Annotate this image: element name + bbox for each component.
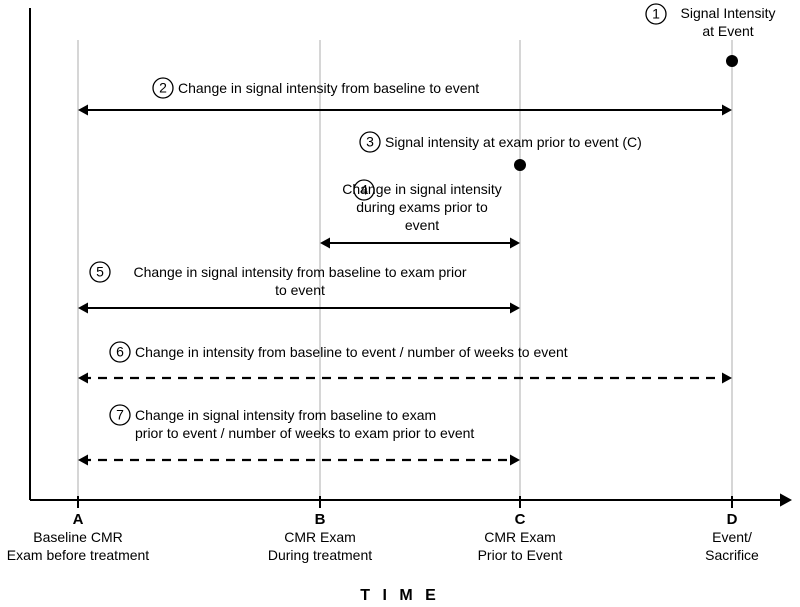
svg-text:2: 2 — [159, 80, 167, 96]
label-l1b: at Event — [702, 23, 753, 39]
point-p1 — [726, 55, 738, 67]
axis-time-label: T I M E — [360, 587, 440, 604]
label-l7a: Change in signal intensity from baseline… — [135, 407, 436, 423]
tick-letter-D: D — [727, 511, 738, 528]
tick-line1-A: Baseline CMR — [33, 529, 122, 545]
tick-line2-C: Prior to Event — [478, 547, 563, 563]
svg-text:6: 6 — [116, 344, 124, 360]
label-l2: Change in signal intensity from baseline… — [178, 80, 479, 96]
tick-line2-A: Exam before treatment — [7, 547, 150, 563]
label-l5a: Change in signal intensity from baseline… — [133, 264, 466, 280]
tick-line2-B: During treatment — [268, 547, 372, 563]
tick-letter-B: B — [315, 511, 326, 528]
tick-line1-B: CMR Exam — [284, 529, 356, 545]
point-p3 — [514, 159, 526, 171]
label-l6: Change in intensity from baseline to eve… — [135, 344, 568, 360]
tick-letter-C: C — [515, 511, 526, 528]
tick-letter-A: A — [73, 511, 84, 528]
label-l1a: Signal Intensity — [681, 5, 776, 21]
tick-line2-D: Sacrifice — [705, 547, 759, 563]
label-l3: Signal intensity at exam prior to event … — [385, 134, 642, 150]
label-l4a: Change in signal intensity — [342, 181, 502, 197]
svg-text:1: 1 — [652, 6, 660, 22]
label-l4b: during exams prior to — [356, 199, 488, 215]
svg-text:5: 5 — [96, 264, 104, 280]
label-l5b: to event — [275, 282, 325, 298]
label-l7b: prior to event / number of weeks to exam… — [135, 425, 474, 441]
label-l4c: event — [405, 217, 439, 233]
tick-line1-C: CMR Exam — [484, 529, 556, 545]
svg-text:3: 3 — [366, 134, 374, 150]
svg-text:7: 7 — [116, 407, 124, 423]
tick-line1-D: Event/ — [712, 529, 752, 545]
